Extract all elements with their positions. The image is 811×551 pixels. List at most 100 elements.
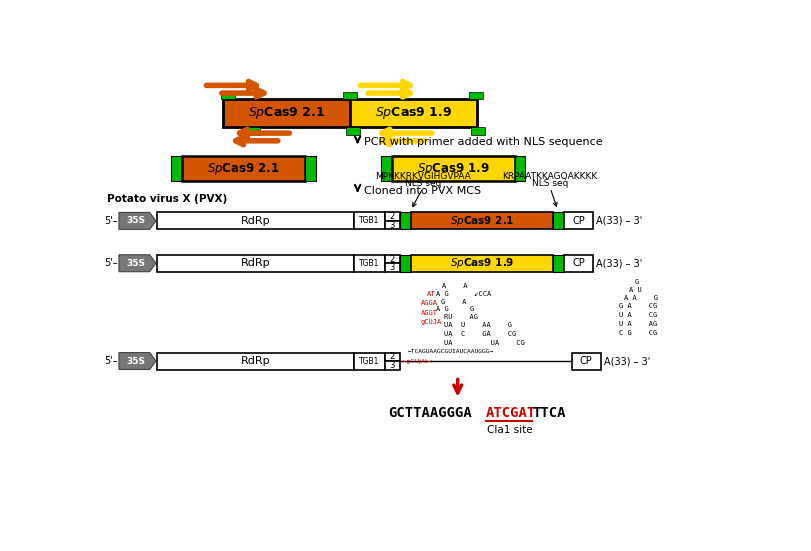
Text: ←gCUJAt→: ←gCUJAt→ xyxy=(401,359,433,364)
Bar xyxy=(552,255,564,272)
Text: AGGA: AGGA xyxy=(420,300,437,306)
Text: G    A: G A xyxy=(440,299,466,305)
Bar xyxy=(157,255,354,272)
Text: CIa1 site: CIa1 site xyxy=(486,425,531,435)
Bar xyxy=(410,213,552,229)
Text: $\it{Sp}$Cas9 1.9: $\it{Sp}$Cas9 1.9 xyxy=(375,105,452,121)
Text: C G    CG: C G CG xyxy=(619,330,657,336)
Text: $\it{Sp}$Cas9 1.9: $\it{Sp}$Cas9 1.9 xyxy=(449,256,513,270)
Bar xyxy=(182,156,305,181)
Text: A A    G: A A G xyxy=(624,295,657,301)
Bar xyxy=(571,353,600,370)
Text: A U: A U xyxy=(628,287,641,293)
Text: CP: CP xyxy=(572,216,584,226)
Text: TGB1: TGB1 xyxy=(358,259,379,268)
Text: A    A: A A xyxy=(442,283,467,289)
Bar xyxy=(384,213,400,221)
Text: CP: CP xyxy=(572,258,584,268)
Text: TGB1: TGB1 xyxy=(358,356,379,365)
Text: Cloned into PVX MCS: Cloned into PVX MCS xyxy=(363,186,480,196)
Text: 3: 3 xyxy=(389,361,394,370)
Bar xyxy=(410,255,552,272)
Bar xyxy=(384,221,400,229)
Bar xyxy=(384,361,400,370)
Text: $\it{Sp}$Cas9 2.1: $\it{Sp}$Cas9 2.1 xyxy=(449,214,513,228)
Bar xyxy=(350,99,476,127)
Bar xyxy=(514,156,525,181)
Text: 3: 3 xyxy=(389,263,394,272)
Bar xyxy=(384,263,400,272)
Text: ←TCAGUAAGCGUIAUCAAUGGG→: ←TCAGUAAGCGUIAUCAAUGGG→ xyxy=(407,349,493,354)
Bar xyxy=(384,353,400,361)
Text: AGGT: AGGT xyxy=(420,310,437,316)
Text: ATCGAT: ATCGAT xyxy=(486,407,536,420)
Bar xyxy=(384,255,400,263)
Text: TTCA: TTCA xyxy=(532,407,565,420)
Bar xyxy=(564,255,593,272)
Polygon shape xyxy=(118,213,156,229)
Bar xyxy=(400,255,410,272)
Text: A G     G: A G G xyxy=(436,306,474,312)
Bar xyxy=(400,213,410,229)
Text: U A    AG: U A AG xyxy=(619,321,657,327)
Text: 2: 2 xyxy=(389,212,394,221)
Bar xyxy=(354,353,384,370)
Text: $\it{Sp}$Cas9 2.1: $\it{Sp}$Cas9 2.1 xyxy=(247,105,324,121)
Bar xyxy=(354,255,384,272)
Polygon shape xyxy=(118,353,156,370)
Bar xyxy=(380,156,391,181)
Text: NLS seq: NLS seq xyxy=(405,179,440,188)
Text: 2: 2 xyxy=(389,352,394,361)
Text: 3: 3 xyxy=(389,220,394,230)
Polygon shape xyxy=(118,255,156,272)
Bar xyxy=(470,127,484,134)
Bar xyxy=(171,156,182,181)
Bar xyxy=(246,127,260,134)
Text: AT: AT xyxy=(427,291,435,297)
Text: G: G xyxy=(634,279,638,285)
Text: U A    CG: U A CG xyxy=(619,312,657,318)
Text: A G      ↙CCA: A G ↙CCA xyxy=(436,291,491,297)
Text: UA  U    AA    G: UA U AA G xyxy=(444,322,511,328)
Bar xyxy=(552,213,564,229)
Bar xyxy=(222,99,350,127)
Text: RU    AG: RU AG xyxy=(444,314,478,320)
Text: A(33) – 3': A(33) – 3' xyxy=(595,216,642,226)
Text: $\it{Sp}$Cas9 2.1: $\it{Sp}$Cas9 2.1 xyxy=(207,160,280,176)
Text: MPKKKRKVGIHGVPAA: MPKKKRKVGIHGVPAA xyxy=(375,172,470,181)
Text: RdRp: RdRp xyxy=(240,216,270,226)
Text: GCTTAAGGGA: GCTTAAGGGA xyxy=(388,407,472,420)
Text: 35S: 35S xyxy=(127,356,145,365)
Bar xyxy=(345,127,359,134)
Bar xyxy=(221,91,235,99)
Text: 5'–: 5'– xyxy=(104,216,118,226)
Text: 35S: 35S xyxy=(127,259,145,268)
Text: KRPAATKKAGQAKKKK: KRPAATKKAGQAKKKK xyxy=(502,172,597,181)
Text: 5'–: 5'– xyxy=(104,258,118,268)
Text: RdRp: RdRp xyxy=(240,258,270,268)
Text: TGB1: TGB1 xyxy=(358,217,379,225)
Text: $\it{Sp}$Cas9 1.9: $\it{Sp}$Cas9 1.9 xyxy=(416,160,489,176)
Text: PCR with primer added with NLS sequence: PCR with primer added with NLS sequence xyxy=(363,137,602,147)
Text: CP: CP xyxy=(579,356,592,366)
Text: gCUJA: gCUJA xyxy=(420,319,441,325)
Bar xyxy=(391,156,514,181)
Text: G A    CG: G A CG xyxy=(619,302,657,309)
Text: 2: 2 xyxy=(389,255,394,263)
Text: UA  C    GA    CG: UA C GA CG xyxy=(444,331,516,337)
Text: 35S: 35S xyxy=(127,217,145,225)
Text: A(33) – 3': A(33) – 3' xyxy=(595,258,642,268)
Text: NLS seq: NLS seq xyxy=(531,179,568,188)
Text: Potato virus X (PVX): Potato virus X (PVX) xyxy=(107,195,227,204)
Bar xyxy=(305,156,315,181)
Bar xyxy=(469,91,483,99)
Text: RdRp: RdRp xyxy=(240,356,270,366)
Text: UA         UA    CG: UA UA CG xyxy=(444,341,524,347)
Bar xyxy=(157,213,354,229)
Text: A(33) – 3': A(33) – 3' xyxy=(603,356,650,366)
Bar xyxy=(564,213,593,229)
Bar xyxy=(342,91,356,99)
Text: 5'–: 5'– xyxy=(104,356,118,366)
Bar xyxy=(354,213,384,229)
Bar xyxy=(157,353,354,370)
